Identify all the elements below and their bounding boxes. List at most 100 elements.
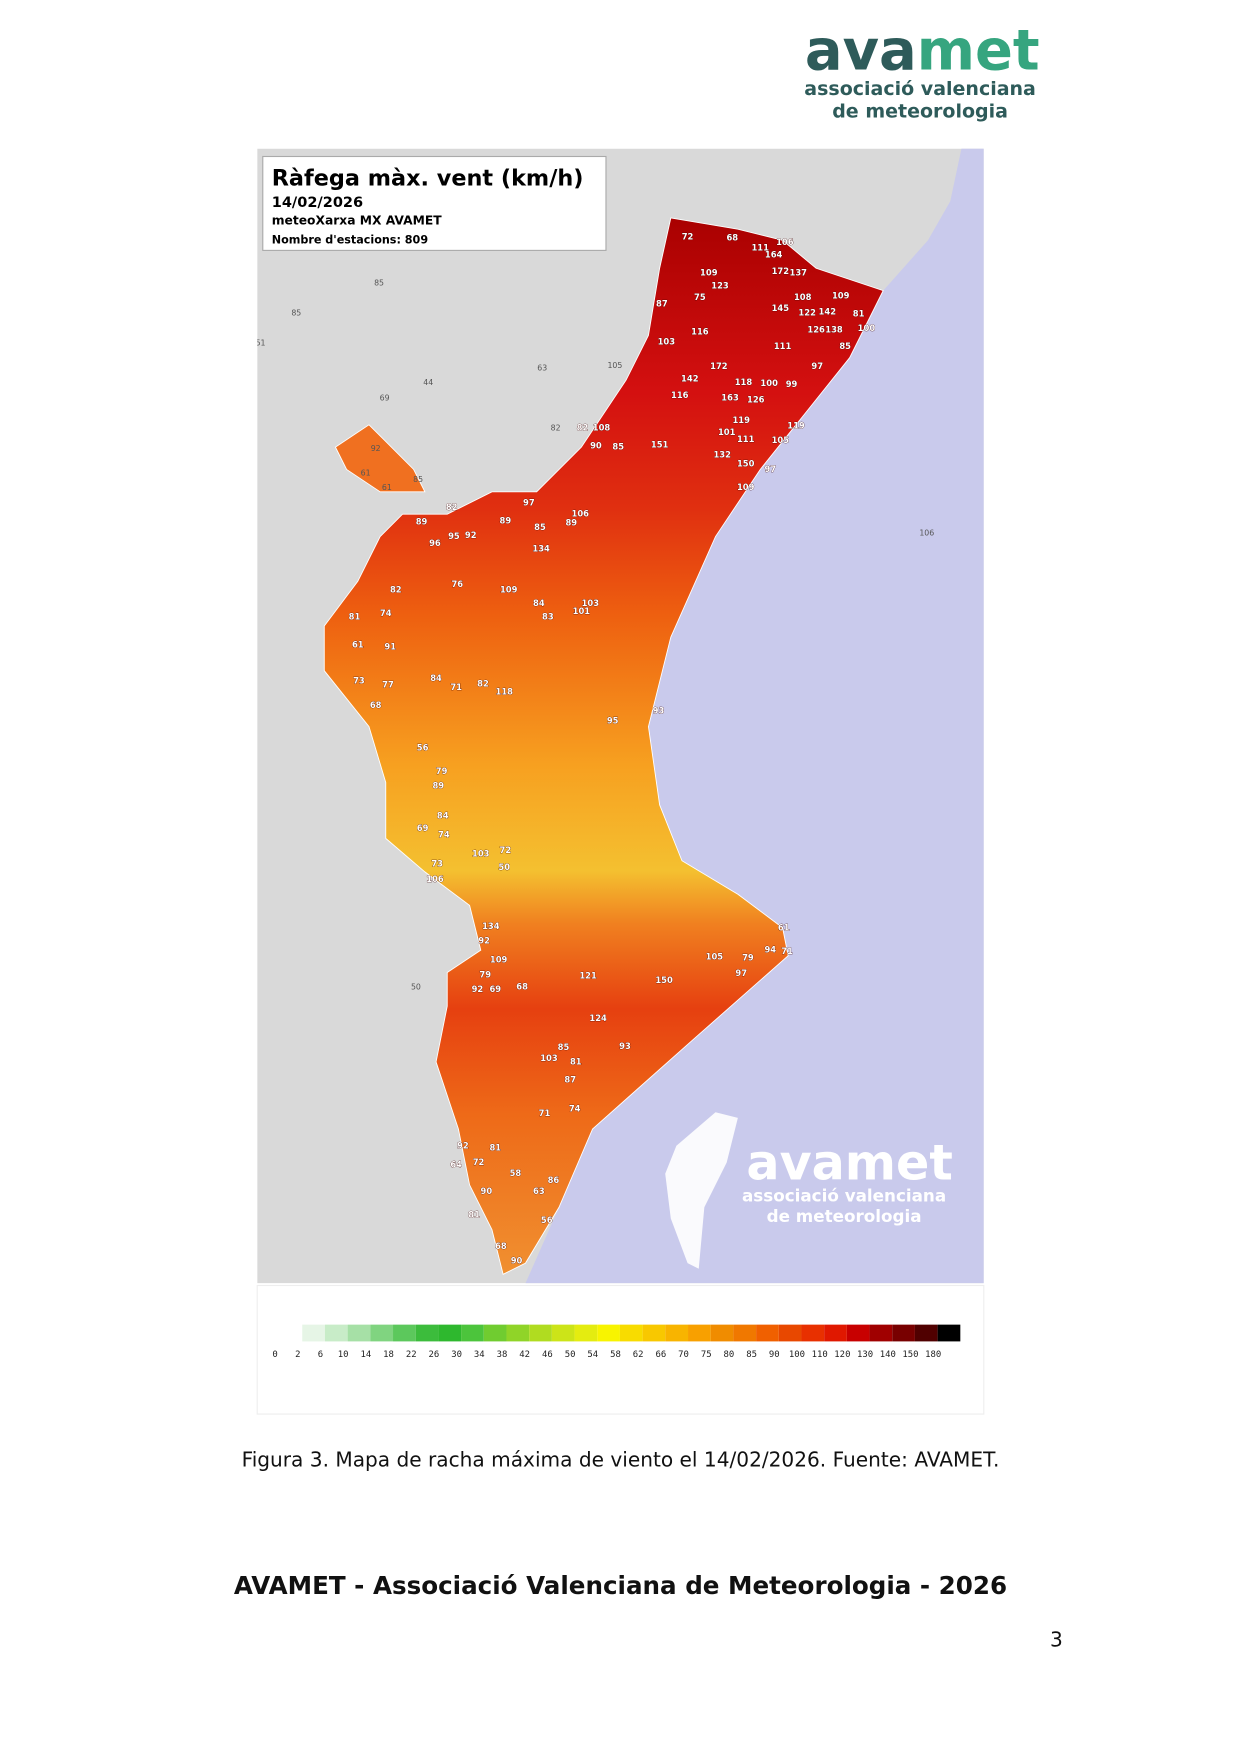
legend-label: 6: [318, 1350, 323, 1360]
station-value: 82: [577, 423, 589, 433]
station-value: 97: [523, 498, 535, 508]
station-value: 172: [710, 361, 728, 371]
station-value: 92: [478, 936, 490, 946]
station-value: 134: [482, 921, 500, 931]
station-value: 50: [498, 862, 510, 872]
station-value: 91: [384, 642, 396, 652]
station-value: 126: [807, 324, 825, 334]
station-value: 109: [832, 291, 850, 301]
station-value: 89: [416, 517, 428, 527]
station-value: 118: [496, 686, 514, 696]
legend-label: 58: [610, 1350, 621, 1360]
station-value: 111: [774, 341, 792, 351]
legend-swatch: [597, 1324, 620, 1342]
legend-swatch: [688, 1324, 711, 1342]
station-value: 63: [533, 1186, 545, 1196]
station-value: 103: [658, 337, 676, 347]
station-value: 87: [656, 299, 668, 309]
station-value: 85: [558, 1042, 570, 1052]
station-value: 85: [839, 341, 851, 351]
legend-label: 120: [834, 1350, 850, 1360]
station-value: 97: [764, 464, 776, 474]
legend-swatch: [801, 1324, 825, 1342]
caption: Figura 3. Mapa de racha máxima de viento…: [242, 1448, 1000, 1472]
station-value: 79: [742, 952, 754, 962]
station-value: 79: [479, 969, 491, 979]
station-value: 77: [382, 680, 394, 690]
station-value: 116: [671, 390, 689, 400]
station-value: 164: [765, 249, 783, 259]
station-value: 106: [426, 874, 444, 884]
station-value: 81: [349, 612, 361, 622]
map-source: meteoXarxa MX AVAMET: [272, 214, 442, 228]
legend-swatch: [846, 1324, 870, 1342]
legend-swatch: [529, 1324, 552, 1342]
station-value: 86: [548, 1175, 560, 1185]
station-value: 101: [718, 427, 736, 437]
legend-swatch: [347, 1324, 371, 1342]
legend-label: 90: [769, 1350, 780, 1360]
legend-swatch: [642, 1324, 666, 1342]
station-value: 163: [721, 392, 739, 402]
legend-swatch: [665, 1324, 689, 1342]
legend-swatch: [415, 1324, 439, 1342]
legend-label: 180: [925, 1350, 941, 1360]
station-value: 72: [473, 1157, 485, 1167]
map-stations-count: Nombre d'estacions: 809: [272, 234, 429, 247]
legend-swatch: [914, 1324, 938, 1342]
legend-swatch: [937, 1324, 961, 1342]
legend-label: 85: [746, 1350, 757, 1360]
station-value: 94: [764, 945, 776, 955]
legend-label: 26: [429, 1350, 440, 1360]
station-value: 69: [380, 393, 390, 402]
station-value: 85: [413, 475, 423, 484]
station-value: 119: [787, 420, 805, 430]
legend-swatch: [869, 1324, 893, 1342]
station-value: 145: [772, 303, 790, 313]
station-value: 71: [539, 1108, 551, 1118]
legend-label: 30: [451, 1350, 462, 1360]
station-value: 92: [371, 444, 381, 453]
station-value: 118: [735, 377, 753, 387]
station-value: 142: [819, 306, 837, 316]
logo-line: de meteorologia: [832, 100, 1008, 122]
station-value: 109: [490, 955, 508, 965]
legend: 0 2 6 10 14 18 22 26 30 34 38 42 46 50 54 58 62 66 70 75 80 8…: [272, 1324, 961, 1360]
station-value: 68: [370, 700, 382, 710]
station-value: 79: [436, 766, 448, 776]
station-value: 101: [573, 606, 591, 616]
station-value: 74: [380, 608, 392, 618]
station-value: 61: [352, 639, 364, 649]
station-value: 73: [353, 675, 365, 685]
legend-label: 14: [360, 1350, 371, 1360]
station-value: 72: [682, 231, 694, 241]
station-value: 61: [361, 468, 371, 477]
station-value: 74: [438, 830, 450, 840]
station-value: 85: [374, 278, 384, 287]
station-value: 92: [465, 530, 477, 540]
logo: avamet: [805, 18, 1040, 83]
legend-label: 0: [272, 1350, 277, 1360]
legend-label: 110: [812, 1350, 828, 1360]
station-value: 89: [500, 515, 512, 525]
station-value: 84: [430, 673, 442, 683]
legend-swatch: [892, 1324, 915, 1342]
station-value: 103: [472, 849, 490, 859]
legend-label: 2: [295, 1350, 300, 1360]
legend-swatch: [461, 1324, 484, 1342]
station-value: 124: [589, 1013, 607, 1023]
station-value: 93: [619, 1041, 631, 1051]
station-value: 116: [691, 326, 709, 336]
station-value: 82: [551, 424, 561, 433]
legend-swatch: [824, 1324, 847, 1342]
station-value: 137: [789, 267, 807, 277]
station-value: 68: [726, 233, 738, 243]
station-value: 89: [432, 780, 444, 790]
legend-swatch: [370, 1324, 394, 1342]
station-value: 92: [472, 984, 484, 994]
station-value: 95: [607, 716, 619, 726]
legend-swatch: [619, 1324, 643, 1342]
